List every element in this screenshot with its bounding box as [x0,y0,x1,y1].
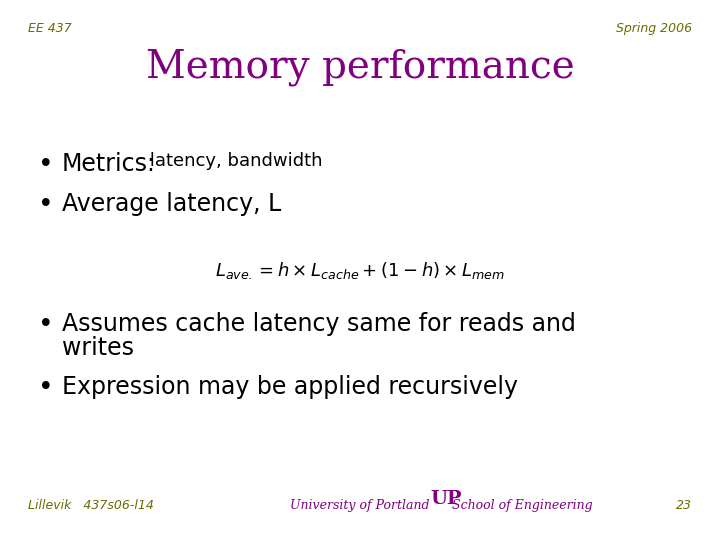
Text: •: • [38,375,53,401]
Text: Metrics:: Metrics: [62,152,156,176]
Text: EE 437: EE 437 [28,22,72,35]
Text: University of Portland: University of Portland [290,499,430,512]
Text: •: • [38,152,53,178]
Text: Expression may be applied recursively: Expression may be applied recursively [62,375,518,399]
Text: •: • [38,312,53,338]
Text: Average latency, L: Average latency, L [62,192,282,216]
Text: School of Engineering: School of Engineering [452,499,593,512]
Text: Spring 2006: Spring 2006 [616,22,692,35]
Text: Memory performance: Memory performance [145,48,575,85]
Text: $L_{ave.} = h \times L_{cache} + (1-h) \times L_{mem}$: $L_{ave.} = h \times L_{cache} + (1-h) \… [215,260,505,281]
Text: latency, bandwidth: latency, bandwidth [144,152,323,170]
Text: Lillevik   437s06-l14: Lillevik 437s06-l14 [28,499,154,512]
Text: •: • [38,192,53,218]
Text: writes: writes [62,336,134,360]
Text: 23: 23 [676,499,692,512]
Text: Assumes cache latency same for reads and: Assumes cache latency same for reads and [62,312,576,336]
Text: UP: UP [430,490,462,508]
